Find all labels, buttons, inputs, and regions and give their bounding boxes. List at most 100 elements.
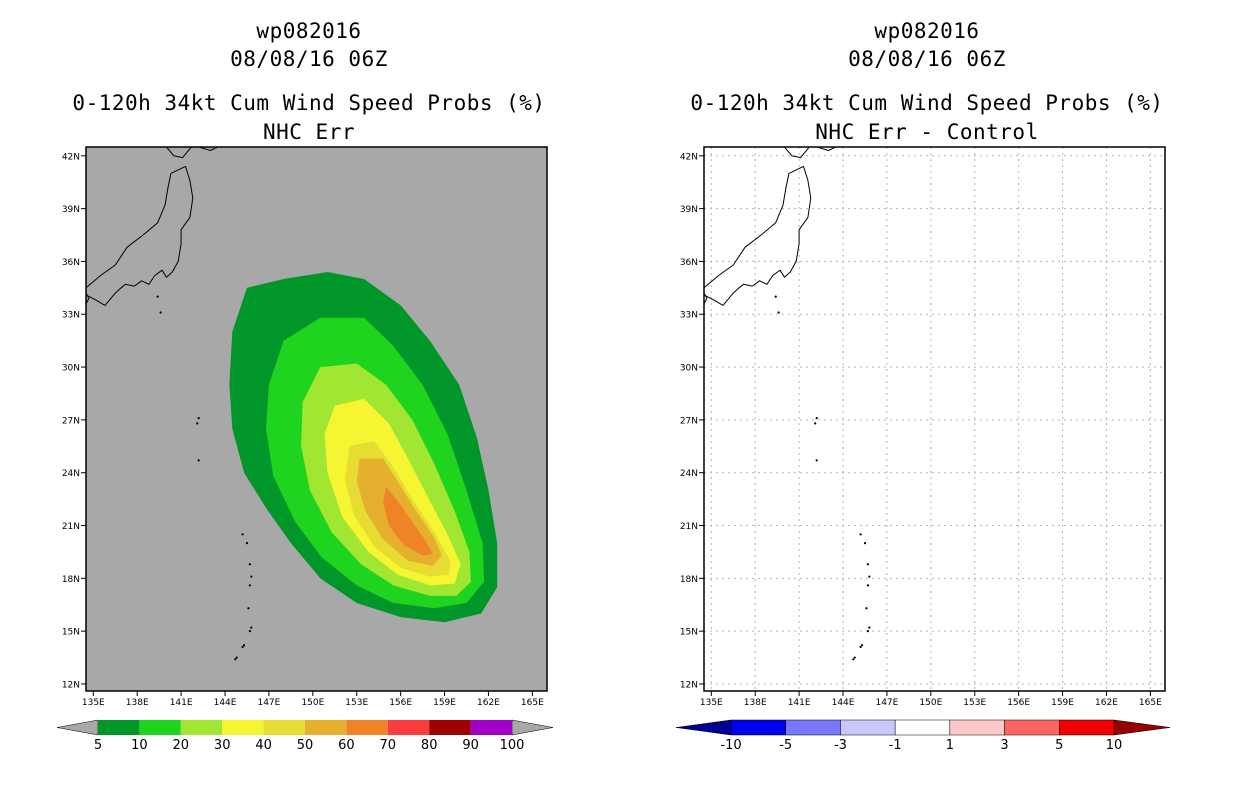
colorbar-segment [730,719,786,736]
colorbar-label: 60 [338,738,355,753]
lon-tick-label: 135E [700,698,723,708]
lon-tick-label: 162E [477,698,500,708]
lat-tick-label: 30N [62,364,80,374]
coastline-honshu [704,165,812,306]
datetime: 08/08/16 06Z [848,47,1006,71]
colorbar-segment [305,720,347,735]
colorbar-label: 40 [255,738,272,753]
island [248,630,252,633]
chart-title: 0-120h 34kt Cum Wind Speed Probs (%) [72,91,546,115]
lon-tick-label: 144E [214,698,237,708]
lon-tick-label: 165E [1139,698,1162,708]
lon-tick-label: 162E [1095,698,1118,708]
lon-tick-label: 159E [433,698,456,708]
lat-tick-label: 33N [62,311,80,321]
colorbar-label: 100 [500,738,525,753]
island [156,295,159,298]
colorbar-label: 10 [131,738,148,753]
island [865,607,868,610]
colorbar-segment [387,720,430,735]
island [248,563,252,566]
coastline-honshu [86,165,194,306]
colorbar-segment [429,720,471,735]
island [248,584,252,587]
lat-tick-label: 12N [680,680,698,690]
island [196,422,199,425]
lat-tick-label: 18N [62,575,80,585]
island [197,459,200,462]
chart-subtitle: NHC Err [262,120,355,144]
colorbar-label: 30 [214,738,231,753]
lat-tick-label: 12N [62,680,80,690]
colorbar-overflow [511,719,554,736]
island [245,542,249,545]
colorbar-label: 5 [94,738,102,753]
lon-tick-label: 153E [345,698,368,708]
island [241,533,244,536]
plot-frame [85,146,548,692]
colorbar-segment [346,720,388,735]
island [247,607,250,610]
chart-title: 0-120h 34kt Cum Wind Speed Probs (%) [690,91,1164,115]
chart-panel-nhc-err: wp082016 08/08/16 06Z 0-120h 34kt Cum Wi… [56,19,554,753]
colorbar-label: 10 [1106,738,1123,753]
chart-panel-difference: wp082016 08/08/16 06Z 0-120h 34kt Cum Wi… [618,0,1236,800]
colorbar-underflow [675,719,732,736]
lat-tick-label: 15N [62,628,80,638]
colorbar-segment [139,720,181,735]
lon-tick-label: 153E [963,698,986,708]
island [197,417,200,420]
coastline-shikoku [704,292,708,304]
colorbar-label: 20 [173,738,190,753]
lon-tick-label: 165E [521,698,544,708]
island [815,459,818,462]
island [863,542,867,545]
colorbar-segment [470,720,512,735]
coastline-hokkaido [784,147,837,159]
island [852,658,855,661]
lon-tick-label: 147E [875,698,898,708]
island [774,295,777,298]
lat-tick-label: 24N [680,469,698,479]
lat-tick-label: 24N [62,469,80,479]
colorbar-label: 90 [462,738,479,753]
colorbar-label: 1 [946,738,954,753]
storm-id: wp082016 [256,19,362,43]
lat-tick-label: 42N [680,152,698,162]
colorbar-label: 80 [421,738,438,753]
lat-tick-label: 30N [680,364,698,374]
plot-area [704,147,1165,691]
lat-tick-label: 33N [680,311,698,321]
lat-tick-label: 36N [62,258,80,268]
colorbar-label: 50 [297,738,314,753]
lat-tick-label: 27N [680,416,698,426]
colorbar-segment [98,720,140,735]
lat-tick-label: 36N [680,258,698,268]
colorbar-label: -10 [720,738,741,753]
datetime: 08/08/16 06Z [230,47,388,71]
lat-tick-label: 15N [680,628,698,638]
lat-tick-label: 21N [680,522,698,532]
colorbar-label: 3 [1000,738,1008,753]
colorbar-segment [263,720,305,735]
lon-tick-label: 156E [389,698,412,708]
colorbar-segment [894,719,951,736]
colorbar-overflow [1113,719,1171,736]
island [241,645,244,649]
colorbar-segment [180,720,223,735]
island [868,575,871,578]
lon-tick-label: 135E [82,698,105,708]
island [866,563,870,566]
lat-tick-label: 42N [62,152,80,162]
lon-tick-label: 144E [832,698,855,708]
colorbar-label: 5 [1055,738,1063,753]
island [860,644,864,647]
plot-frame [703,146,1166,692]
chart-subtitle: NHC Err - Control [815,120,1039,144]
colorbar-underflow [56,719,99,736]
coastline-hokkaido [166,147,219,159]
island [859,533,862,536]
island [242,644,246,647]
